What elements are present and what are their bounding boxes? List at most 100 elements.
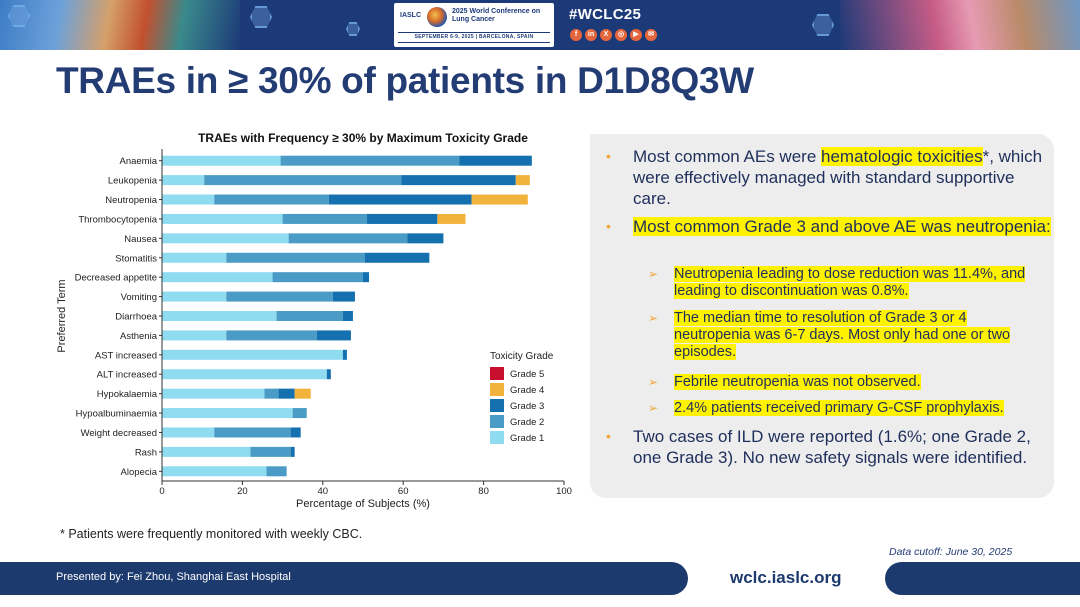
bar-segment (162, 272, 273, 283)
bar-segment (162, 311, 277, 321)
bar-segment (342, 349, 347, 360)
y-axis-label: Preferred Term (56, 279, 68, 352)
hexagon-decoration (812, 14, 834, 36)
category-label: Stomatitis (115, 253, 157, 264)
presenter-name: Fei Zhou, Shanghai East Hospital (126, 571, 291, 583)
bar-segment (162, 175, 205, 186)
x-tick-label: 0 (159, 486, 164, 497)
bar-segment (316, 330, 351, 341)
category-label: Alopecia (121, 467, 158, 478)
arrow-icon: ➢ (648, 311, 659, 325)
x-tick-label: 100 (556, 486, 572, 497)
facebook-icon[interactable]: f (570, 29, 582, 41)
category-label: Rash (135, 447, 157, 458)
bar-segment (162, 349, 343, 360)
youtube-icon[interactable]: ▶ (630, 29, 642, 41)
stacked-bar-chart: Anaemia Leukopenia Neutropenia Thrombocytop… (56, 149, 572, 510)
presenter-credit: Presented by: Fei Zhou, Shanghai East Ho… (56, 571, 291, 583)
bar-segment (290, 427, 301, 438)
conference-dates: SEPTEMBER 6-9, 2025 | BARCELONA, SPAIN (398, 32, 550, 43)
bar-segment (162, 194, 215, 205)
instagram-icon[interactable]: ◎ (615, 29, 627, 41)
bar-segment (264, 388, 279, 399)
bar-segment (162, 369, 327, 380)
barcelona-photo-left (0, 0, 240, 50)
category-label: ALT increased (97, 370, 157, 381)
bar-segment (288, 233, 408, 244)
bar-segment (294, 388, 311, 399)
bar-segment (332, 291, 355, 302)
linkedin-icon[interactable]: in (585, 29, 597, 41)
category-label: Weight decreased (81, 428, 157, 439)
bar-segment (282, 213, 368, 224)
iaslc-logo-text: IASLC (400, 12, 421, 19)
bar-segment (407, 233, 444, 244)
footer-bar-right (885, 562, 1080, 595)
conference-title: 2025 World Conference on Lung Cancer (452, 8, 541, 23)
arrow-icon: ➢ (648, 375, 659, 389)
bar-segment (278, 388, 295, 399)
bullet-text: Most common AEs were hematologic toxicit… (633, 146, 1053, 209)
bar-segment (342, 311, 353, 321)
social-icons: f in X ◎ ▶ ✉ (570, 29, 657, 41)
x-tick-label: 40 (318, 486, 329, 497)
website-link[interactable]: wclc.iaslc.org (730, 568, 842, 587)
bar-segment (459, 155, 532, 166)
legend-label: Grade 3 (510, 401, 544, 412)
category-label: Thrombocytopenia (78, 214, 157, 225)
bar-segment (471, 194, 528, 205)
x-tick-label: 80 (478, 486, 489, 497)
wechat-icon[interactable]: ✉ (645, 29, 657, 41)
sub-bullet-text: The median time to resolution of Grade 3… (674, 310, 1011, 360)
category-label: Diarrhoea (115, 312, 157, 323)
legend-swatch (490, 415, 504, 428)
bar-segment (515, 175, 530, 186)
globe-icon (427, 7, 447, 27)
category-label: Anaemia (120, 156, 158, 167)
sub-bullet-text: Neutropenia leading to dose reduction wa… (674, 266, 1026, 299)
bar-segment (276, 311, 343, 321)
category-label: Leukopenia (108, 176, 158, 187)
bar-segment (365, 252, 430, 263)
bullet-text: Two cases of ILD were reported (1.6%; on… (633, 426, 1053, 468)
legend-swatch (490, 383, 504, 396)
key-findings-panel: • Most common AEs were hematologic toxic… (590, 134, 1054, 498)
category-label: Asthenia (120, 331, 158, 342)
bar-segment (226, 330, 317, 341)
bullet-marker: • (606, 428, 611, 444)
bar-segment (214, 427, 291, 438)
bar-segment (401, 175, 516, 186)
bar-segment (290, 446, 295, 457)
bullet-text-run: Two cases of ILD were reported (1.6%; on… (633, 427, 1031, 467)
bullet-text: Most common Grade 3 and above AE was neu… (633, 216, 1053, 237)
category-label: Hypokalaemia (97, 389, 158, 400)
bar-segment (437, 213, 466, 224)
bar-segment (363, 272, 370, 283)
category-label: Vomiting (121, 292, 157, 303)
hexagon-decoration (250, 6, 272, 28)
category-label: AST increased (95, 350, 157, 361)
presented-by-label: Presented by: (56, 571, 124, 583)
legend-label: Grade 2 (510, 417, 544, 428)
bar-segment (272, 272, 363, 283)
barcelona-photo-right (840, 0, 1080, 50)
bar-segment (292, 408, 307, 419)
bar-segment (367, 213, 438, 224)
bar-segment (162, 408, 293, 419)
bar-segment (266, 466, 287, 477)
bar-segment (162, 427, 215, 438)
legend-label: Grade 1 (510, 433, 544, 444)
footnote: * Patients were frequently monitored wit… (60, 527, 363, 541)
bar-segment (250, 446, 291, 457)
x-icon[interactable]: X (600, 29, 612, 41)
bar-segment (162, 291, 227, 302)
data-cutoff: Data cutoff: June 30, 2025 (889, 546, 1013, 558)
legend-title: Toxicity Grade (490, 351, 554, 362)
chart-title: TRAEs with Frequency ≥ 30% by Maximum To… (198, 131, 528, 145)
bullet-marker: • (606, 148, 611, 164)
legend-swatch (490, 399, 504, 412)
legend-swatch (490, 431, 504, 444)
hexagon-decoration (8, 5, 30, 27)
bar-segment (162, 213, 283, 224)
category-label: Decreased appetite (75, 273, 157, 284)
